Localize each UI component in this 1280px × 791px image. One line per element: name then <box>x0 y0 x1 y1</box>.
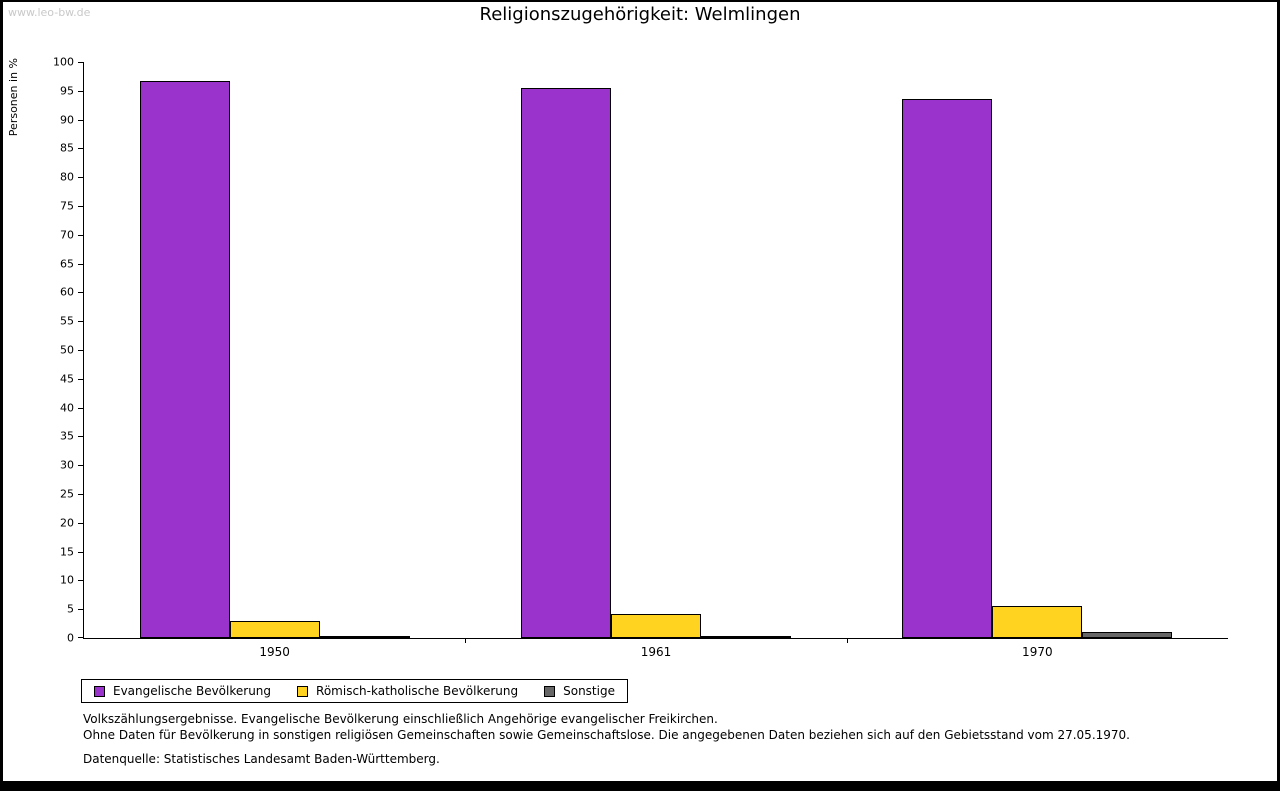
y-tick-label: 15 <box>60 545 74 559</box>
bar-sonstige-1970 <box>1082 632 1173 638</box>
y-axis-label: Personen in % <box>7 58 20 137</box>
y-tick <box>78 177 84 179</box>
y-tick <box>78 90 84 92</box>
bar-evangelische-bev-lkerung-1970 <box>902 99 993 638</box>
y-tick-label: 80 <box>60 170 74 184</box>
legend-item: Evangelische Bevölkerung <box>94 684 271 698</box>
legend: Evangelische Bevölkerung Römisch-katholis… <box>81 679 628 703</box>
y-tick-label: 65 <box>60 257 74 271</box>
y-tick-label: 25 <box>60 487 74 501</box>
y-tick-label: 90 <box>60 113 74 127</box>
legend-label: Sonstige <box>563 684 615 698</box>
y-tick <box>78 350 84 351</box>
y-tick <box>78 378 84 380</box>
legend-swatch <box>297 685 309 697</box>
y-tick-label: 55 <box>60 314 74 328</box>
y-tick-label: 40 <box>60 401 74 415</box>
footnote-line: Ohne Daten für Bevölkerung in sonstigen … <box>83 727 1130 742</box>
y-tick <box>78 465 84 467</box>
bar-r-misch-katholische-bev-lkerung-1950 <box>229 620 320 638</box>
y-tick <box>78 436 84 438</box>
bar-evangelische-bev-lkerung-1950 <box>139 81 230 638</box>
y-tick <box>78 637 84 638</box>
y-tick-label: 95 <box>60 84 74 98</box>
y-tick <box>78 292 84 294</box>
y-tick-label: 45 <box>60 372 74 386</box>
y-tick <box>78 234 84 236</box>
y-tick-label: 70 <box>60 228 74 242</box>
y-tick <box>78 206 84 207</box>
y-tick <box>78 62 84 63</box>
plot-area: 0 5 10 15 20 25 30 35 40 45 50 55 60 65 70 75 80 85 90 95 10… <box>53 57 1228 659</box>
legend-swatch <box>544 685 556 697</box>
legend-item: Römisch-katholische Bevölkerung <box>297 684 518 698</box>
bar-sonstige-1950 <box>319 636 410 638</box>
x-tick-label: 1970 <box>1022 645 1053 659</box>
bar-r-misch-katholische-bev-lkerung-1970 <box>992 606 1083 638</box>
bar-evangelische-bev-lkerung-1961 <box>521 87 611 638</box>
y-tick-label: 0 <box>67 631 74 645</box>
y-tick <box>78 551 84 553</box>
y-tick-label: 35 <box>60 429 74 443</box>
footnote-line: Volkszählungsergebnisse. Evangelische Be… <box>83 712 718 726</box>
x-tick-label: 1950 <box>259 645 290 659</box>
chart-title: Religionszugehörigkeit: Welmlingen <box>479 4 801 25</box>
x-tick-label: 1961 <box>640 645 672 659</box>
y-tick-label: 5 <box>67 602 74 616</box>
y-tick-label: 20 <box>60 516 74 530</box>
legend-item: Sonstige <box>544 684 615 698</box>
y-tick-label: 100 <box>53 55 74 69</box>
x-tick <box>465 638 467 643</box>
y-tick <box>78 119 84 121</box>
legend-label: Evangelische Bevölkerung <box>113 684 272 698</box>
legend-label: Römisch-katholische Bevölkerung <box>316 684 519 698</box>
x-tick <box>846 638 848 643</box>
y-tick <box>78 580 84 582</box>
y-tick <box>78 609 84 611</box>
y-tick-label: 75 <box>60 199 74 213</box>
y-tick-label: 30 <box>60 458 74 472</box>
footnotes: Volkszählungsergebnisse. Evangelische Be… <box>83 712 1130 768</box>
bar-r-misch-katholische-bev-lkerung-1961 <box>611 613 701 638</box>
y-tick-label: 85 <box>60 141 74 155</box>
bar-sonstige-1961 <box>701 636 791 638</box>
footnote-line: Datenquelle: Statistisches Landesamt Bad… <box>83 752 440 767</box>
y-tick <box>78 263 84 265</box>
y-tick-label: 10 <box>60 573 74 587</box>
watermark-text: www.leo-bw.de <box>8 6 91 19</box>
legend-swatch <box>94 685 105 697</box>
y-tick <box>78 407 84 409</box>
y-tick <box>78 148 84 150</box>
y-tick <box>78 321 84 323</box>
y-tick-label: 60 <box>60 285 74 299</box>
y-tick-label: 50 <box>60 343 74 357</box>
y-tick <box>78 494 84 495</box>
y-tick <box>78 522 84 524</box>
